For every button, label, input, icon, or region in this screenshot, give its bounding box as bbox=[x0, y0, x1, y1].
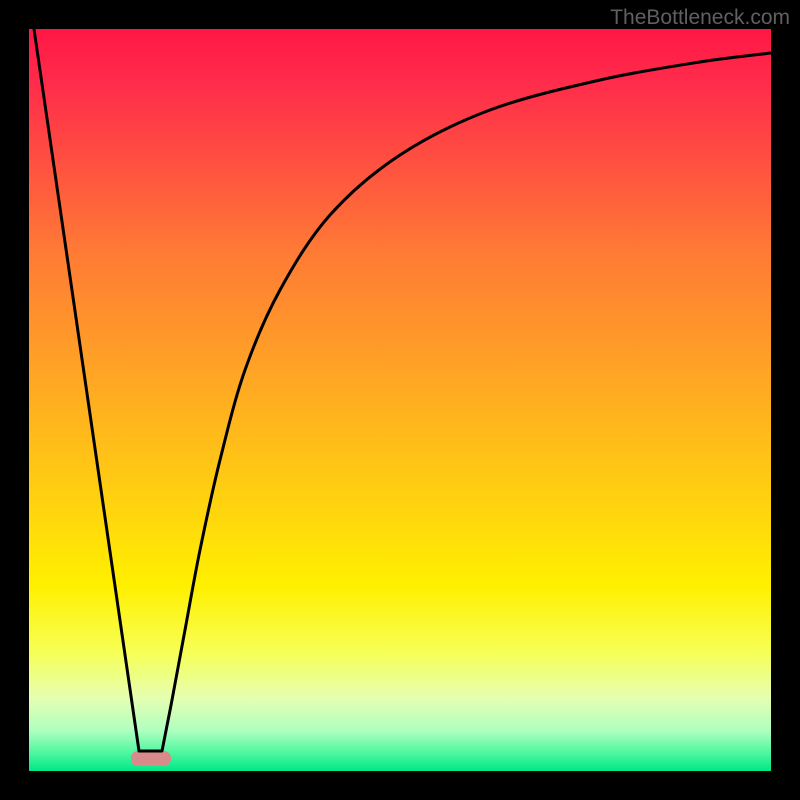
bottleneck-chart: TheBottleneck.com bbox=[0, 0, 800, 800]
chart-background-gradient bbox=[29, 29, 771, 771]
cusp-marker bbox=[131, 751, 171, 766]
watermark-text: TheBottleneck.com bbox=[610, 6, 790, 30]
chart-svg bbox=[0, 0, 800, 800]
